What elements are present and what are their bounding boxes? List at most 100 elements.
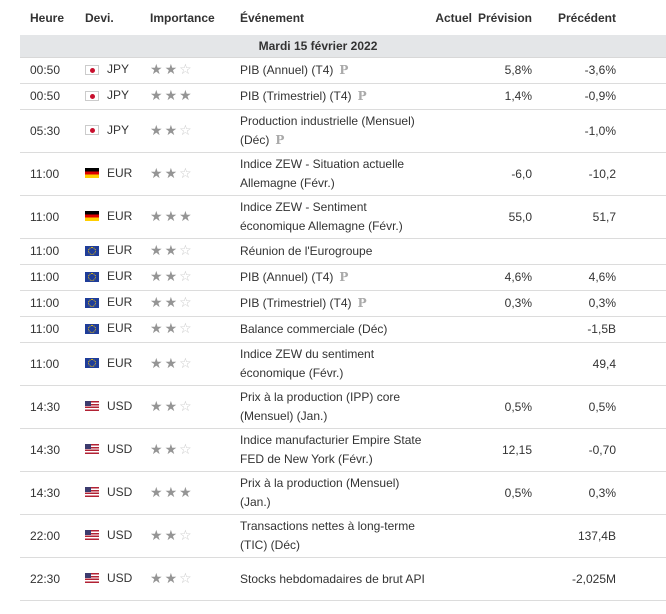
event-name-cell[interactable]: Prix à la production (Mensuel) (Jan.) [240, 471, 425, 515]
star-filled-icon: ★ [164, 88, 180, 104]
header-event[interactable]: Événement [240, 0, 425, 35]
event-name[interactable]: PIB (Annuel) (T4) [240, 63, 334, 77]
header-time[interactable]: Heure [20, 0, 85, 35]
event-row[interactable]: 11:00 EUR ★★★ Indice ZEW - Sentiment économ… [20, 195, 666, 239]
event-name-cell[interactable]: PIB (Annuel) (T4) P [240, 57, 425, 84]
event-row[interactable]: 11:00 EUR ★★☆ Indice ZEW du sentiment écono… [20, 342, 666, 386]
event-row[interactable]: 00:50 JPY ★★★ PIB (Trimestriel) (T4) P 1,4% -0… [20, 83, 666, 110]
event-name[interactable]: Indice manufacturier Empire State FED de… [240, 433, 422, 466]
event-row[interactable]: 11:00 EUR ★★☆ Balance commerciale (Déc) -1,5… [20, 316, 666, 343]
event-name[interactable]: PIB (Annuel) (T4) [240, 270, 334, 284]
event-name[interactable]: Indice ZEW - Sentiment économique Allema… [240, 200, 403, 233]
event-actual [425, 57, 472, 84]
currency-wrap: USD [85, 526, 132, 545]
importance-stars: ★★☆ [150, 269, 194, 285]
event-name-cell[interactable]: Indice ZEW - Situation actuelle Allemagn… [240, 152, 425, 196]
event-previous: -3,6% [532, 57, 616, 84]
event-name-cell[interactable]: Stocks hebdomadaires de brut API [240, 557, 425, 601]
header-currency[interactable]: Devi. [85, 0, 150, 35]
event-currency-cell: EUR [85, 195, 150, 239]
star-filled-icon: ★ [150, 441, 165, 458]
event-previous: -10,2 [532, 152, 616, 196]
event-forecast [472, 514, 532, 558]
event-name[interactable]: PIB (Trimestriel) (T4) [240, 89, 352, 103]
event-importance: ★★☆ [150, 428, 240, 472]
event-time: 14:30 [20, 428, 85, 472]
event-time: 00:50 [20, 83, 85, 110]
japan-flag-icon [85, 64, 99, 75]
event-name[interactable]: Réunion de l'Eurogroupe [240, 244, 373, 258]
event-name-cell[interactable]: Indice ZEW du sentiment économique (Févr… [240, 342, 425, 386]
currency-wrap: USD [85, 440, 132, 459]
event-name-cell[interactable]: Transactions nettes à long-terme (TIC) (… [240, 514, 425, 558]
event-name-cell[interactable]: Balance commerciale (Déc) [240, 316, 425, 343]
event-importance: ★★☆ [150, 57, 240, 84]
event-name-cell[interactable]: Indice ZEW - Sentiment économique Allema… [240, 195, 425, 239]
event-name-cell[interactable]: Réunion de l'Eurogroupe [240, 238, 425, 265]
star-filled-icon: ★ [150, 62, 165, 78]
event-forecast: -6,0 [472, 152, 532, 196]
event-name[interactable]: Indice ZEW - Situation actuelle Allemagn… [240, 157, 405, 190]
event-name-cell[interactable]: Production industrielle (Mensuel) (Déc) P [240, 109, 425, 153]
row-spacer [616, 195, 666, 239]
us-flag-icon [85, 573, 99, 584]
event-currency-cell: EUR [85, 342, 150, 386]
event-row[interactable]: 11:00 EUR ★★☆ PIB (Trimestriel) (T4) P 0,3% 0,… [20, 290, 666, 317]
currency-code: USD [107, 398, 133, 413]
event-name[interactable]: PIB (Trimestriel) (T4) [240, 296, 352, 310]
row-spacer [616, 109, 666, 153]
event-row[interactable]: 22:00 USD ★★☆ Transactions nettes à long-te… [20, 514, 666, 558]
event-actual [425, 83, 472, 110]
star-empty-icon: ☆ [179, 122, 194, 139]
preliminary-icon: P [357, 296, 367, 310]
event-name[interactable]: Prix à la production (IPP) core (Mensuel… [240, 390, 401, 423]
header-previous[interactable]: Précédent [532, 0, 616, 35]
event-name-cell[interactable]: Indice manufacturier Empire State FED de… [240, 428, 425, 472]
event-name[interactable]: Balance commerciale (Déc) [240, 322, 388, 336]
event-name-cell[interactable]: PIB (Trimestriel) (T4) P [240, 290, 425, 317]
date-spacer [616, 35, 666, 58]
event-row[interactable]: 05:30 JPY ★★☆ Production industrielle (Mens… [20, 109, 666, 153]
event-previous: 0,3% [532, 290, 616, 317]
row-spacer [616, 264, 666, 291]
event-row[interactable]: 22:30 USD ★★☆ Stocks hebdomadaires de brut … [20, 557, 666, 601]
event-row[interactable]: 11:00 EUR ★★☆ PIB (Annuel) (T4) P 4,6% 4,6% [20, 264, 666, 291]
event-name[interactable]: Production industrielle (Mensuel) (Déc) [240, 114, 415, 147]
event-importance: ★★☆ [150, 316, 240, 343]
preliminary-icon: P [339, 270, 349, 284]
header-actual[interactable]: Actuel [425, 0, 472, 35]
currency-wrap: EUR [85, 241, 132, 260]
currency-wrap: USD [85, 397, 132, 416]
currency-code: JPY [107, 122, 130, 137]
event-name[interactable]: Stocks hebdomadaires de brut API [240, 571, 425, 586]
currency-code: EUR [107, 243, 133, 258]
preliminary-icon: P [339, 63, 349, 77]
header-importance[interactable]: Importance [150, 0, 240, 35]
event-time: 11:00 [20, 152, 85, 196]
event-row[interactable]: 00:50 JPY ★★☆ PIB (Annuel) (T4) P 5,8% -3,6% [20, 57, 666, 84]
star-filled-icon: ★ [164, 398, 180, 415]
event-name[interactable]: Indice ZEW du sentiment économique (Févr… [240, 347, 375, 380]
event-row[interactable]: 14:30 USD ★★☆ Prix à la production (IPP) co… [20, 385, 666, 429]
event-previous: -1,5B [532, 316, 616, 343]
event-time: 22:30 [20, 557, 85, 601]
event-time: 00:50 [20, 57, 85, 84]
header-forecast[interactable]: Prévision [472, 0, 532, 35]
event-importance: ★★☆ [150, 557, 240, 601]
event-row[interactable]: 14:30 USD ★★☆ Indice manufacturier Empire S… [20, 428, 666, 472]
event-forecast: 55,0 [472, 195, 532, 239]
event-name-cell[interactable]: PIB (Trimestriel) (T4) P [240, 83, 425, 110]
event-name[interactable]: Prix à la production (Mensuel) (Jan.) [240, 476, 400, 509]
star-empty-icon: ☆ [179, 243, 194, 259]
event-name-cell[interactable]: PIB (Annuel) (T4) P [240, 264, 425, 291]
event-forecast [472, 557, 532, 601]
event-name-cell[interactable]: Prix à la production (IPP) core (Mensuel… [240, 385, 425, 429]
event-name[interactable]: Transactions nettes à long-terme (TIC) (… [240, 519, 415, 552]
event-row[interactable]: 11:00 EUR ★★☆ Indice ZEW - Situation actuel… [20, 152, 666, 196]
currency-wrap: USD [85, 569, 132, 588]
event-row[interactable]: 14:30 USD ★★★ Prix à la production (Mensuel… [20, 471, 666, 515]
event-row[interactable]: 11:00 EUR ★★☆ Réunion de l'Eurogroupe [20, 238, 666, 265]
event-actual [425, 290, 472, 317]
star-filled-icon: ★ [164, 527, 180, 544]
